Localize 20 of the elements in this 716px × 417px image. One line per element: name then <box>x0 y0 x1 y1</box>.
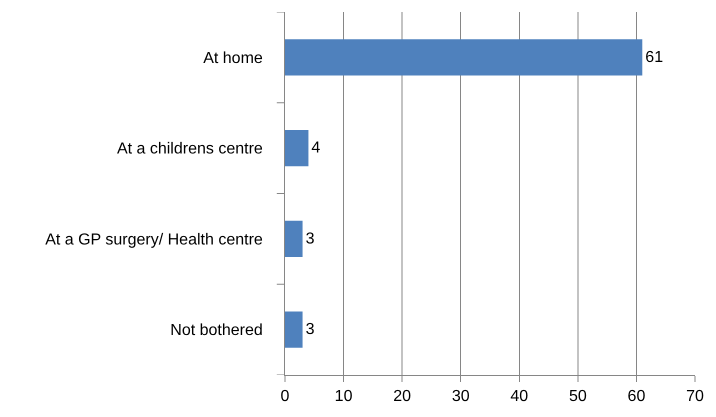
data-label: 3 <box>306 230 315 248</box>
y-tick-label: Not bothered <box>170 322 263 340</box>
x-tick-label: 20 <box>393 388 412 406</box>
x-tick-label: 60 <box>628 388 646 406</box>
x-tick-label: 50 <box>568 388 587 406</box>
x-tick-label: 30 <box>452 388 470 406</box>
data-label: 4 <box>311 140 320 157</box>
bar <box>285 130 308 166</box>
bar <box>285 39 642 76</box>
bar <box>285 311 303 348</box>
x-tick-label: 40 <box>510 388 528 406</box>
x-tick-label: 70 <box>686 388 704 406</box>
bar <box>285 220 303 258</box>
data-label: 61 <box>645 48 664 66</box>
y-tick-label: At a childrens centre <box>116 140 263 158</box>
x-tick-label: 0 <box>280 388 290 406</box>
y-tick-label: At a GP surgery/ Health centre <box>45 231 263 248</box>
data-label: 3 <box>306 321 315 338</box>
x-tick-label: 10 <box>334 388 353 406</box>
y-tick-label: At home <box>203 50 263 67</box>
